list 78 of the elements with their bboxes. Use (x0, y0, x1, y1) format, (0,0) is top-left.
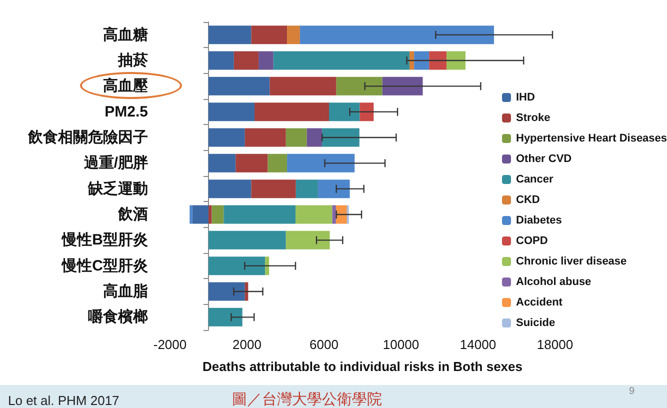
bar (208, 230, 286, 250)
bar (251, 26, 288, 44)
bar (318, 180, 350, 198)
legend-label: Stroke (516, 112, 550, 124)
bar (286, 128, 307, 147)
bar (212, 205, 224, 224)
bar (265, 256, 270, 276)
bar (287, 154, 355, 172)
bar (236, 154, 268, 172)
bar (382, 76, 423, 96)
legend-label: IHD (516, 92, 535, 104)
bar (208, 102, 255, 122)
y-tick-label: 慢性B型肝炎 (61, 232, 148, 249)
x-tick-label: 6000 (310, 337, 338, 352)
x-axis-title: Deaths attributable to individual risks in Both sexes (202, 359, 523, 374)
x-tick-label: 18000 (536, 337, 574, 352)
bar (208, 26, 252, 44)
legend-label: Cancer (516, 174, 554, 186)
x-tick-label: 14000 (460, 337, 496, 352)
legend-label: Hypertensive Heart Diseases (516, 132, 667, 144)
y-tick-label: 高血糖 (103, 25, 148, 44)
y-tick-label: 嚼食檳榔 (88, 308, 148, 326)
legend-label: Suicide (516, 317, 556, 329)
bar (286, 230, 330, 250)
x-tick-label: -2000 (153, 337, 187, 352)
bar (329, 102, 360, 122)
bar (234, 51, 259, 70)
bar (208, 282, 245, 301)
legend-label: Chronic liver disease (516, 256, 627, 268)
text: Lo et al. PHM 2017 (8, 393, 120, 408)
bar (360, 102, 374, 122)
bar (224, 205, 296, 224)
bar (258, 51, 274, 70)
bar (414, 51, 430, 70)
bar (208, 256, 266, 276)
y-tick-label: 飲酒 (117, 206, 148, 223)
x-tick-label: 2000 (232, 337, 262, 352)
legend-label: Other CVD (516, 153, 572, 165)
legend-label: COPD (516, 235, 548, 247)
bar (287, 26, 300, 44)
y-tick-label: 慢性C型肝炎 (61, 257, 148, 274)
bar (273, 51, 410, 70)
bar (208, 51, 234, 70)
bar (300, 26, 494, 44)
legend-label: Diabetes (516, 214, 562, 226)
bar (192, 205, 208, 224)
legend-label: CKD (516, 194, 540, 206)
text: 圖／台灣大學公衛學院 (232, 390, 382, 408)
bar (336, 76, 382, 96)
y-tick-label: 過重/肥胖 (82, 154, 148, 172)
y-tick-label: 抽菸 (117, 52, 149, 69)
bar (208, 205, 212, 224)
bar (251, 180, 296, 198)
bar (270, 76, 336, 96)
bar (208, 154, 236, 172)
bar (208, 180, 252, 198)
bar (296, 180, 318, 198)
bar (208, 308, 242, 326)
y-tick-label: PM2.5 (104, 103, 148, 120)
bar (268, 154, 288, 172)
bar (208, 76, 270, 96)
legend-label: Accident (516, 296, 563, 308)
bar (429, 51, 447, 70)
y-tick-label: 高血脂 (103, 282, 148, 300)
bar (306, 128, 322, 147)
y-tick-label: 缺乏運動 (87, 180, 148, 198)
bar (254, 102, 330, 122)
x-tick-label: 10000 (382, 337, 420, 352)
bar (190, 205, 192, 224)
text: 9 (629, 386, 635, 397)
legend-label: Alcohol abuse (516, 276, 592, 288)
y-tick-label: 高血壓 (103, 76, 149, 95)
y-tick-label: 飲食相關危險因子 (27, 129, 148, 146)
bar (446, 51, 466, 70)
bar (322, 128, 360, 147)
bar (296, 205, 332, 224)
bar (208, 128, 245, 147)
bar (244, 128, 286, 147)
